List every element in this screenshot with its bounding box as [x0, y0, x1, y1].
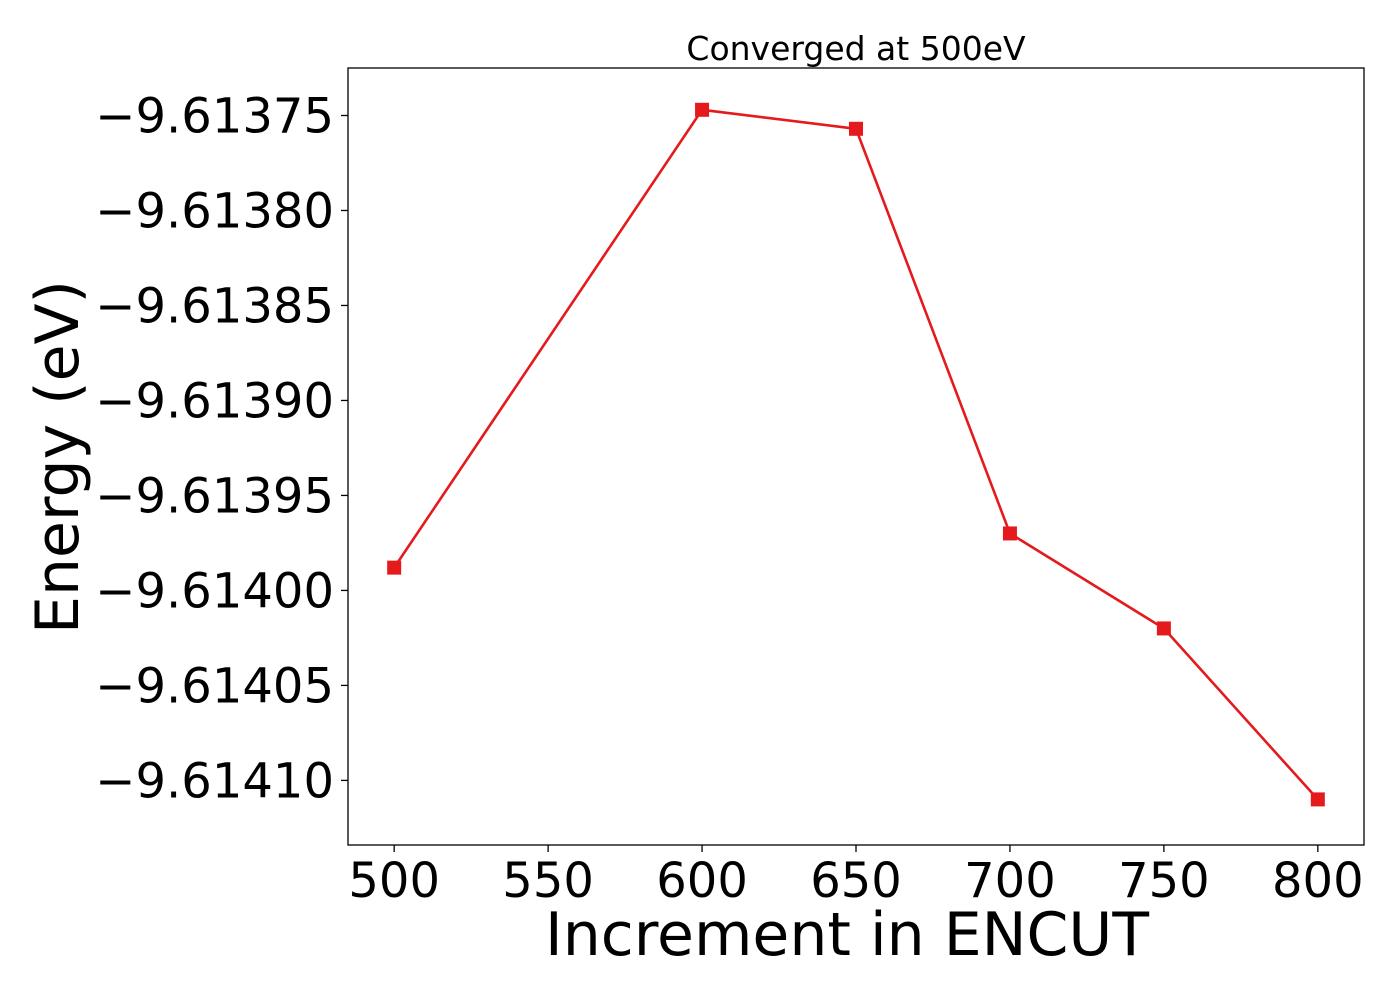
y-tick-label: −9.61405 — [95, 658, 334, 714]
x-tick-label: 700 — [964, 853, 1056, 909]
y-tick-label: −9.61385 — [95, 278, 334, 334]
y-tick-label: −9.61400 — [95, 563, 334, 619]
data-point-marker — [1156, 621, 1171, 636]
y-tick-label: −9.61410 — [95, 753, 334, 809]
x-tick-label: 550 — [502, 853, 594, 909]
x-tick-label: 800 — [1272, 853, 1364, 909]
y-axis-ticks: −9.61375 −9.61380 −9.61385 −9.61390 −9.61395… — [95, 88, 348, 809]
y-axis-title: Energy (eV) — [23, 280, 93, 634]
data-point-marker — [1310, 792, 1325, 807]
y-tick-label: −9.61395 — [95, 468, 334, 524]
data-point-marker — [1002, 526, 1017, 541]
data-point-marker — [695, 102, 710, 117]
y-tick-label: −9.61375 — [95, 88, 334, 144]
y-tick-label: −9.61390 — [95, 373, 334, 429]
chart-title: Converged at 500eV — [686, 29, 1026, 68]
x-tick-label: 600 — [656, 853, 748, 909]
x-axis-title: Increment in ENCUT — [545, 900, 1149, 970]
data-point-marker — [849, 121, 863, 136]
x-tick-label: 650 — [810, 853, 902, 909]
series-layer — [387, 102, 1325, 807]
y-tick-label: −9.61380 — [95, 183, 334, 239]
x-tick-label: 750 — [1118, 853, 1210, 909]
plot-frame — [347, 67, 1365, 846]
x-axis-ticks: 500 550 600 650 700 750 800 — [348, 845, 1364, 909]
x-tick-label: 500 — [348, 853, 440, 909]
data-point-marker — [387, 560, 402, 575]
series-line — [393, 108, 1319, 801]
